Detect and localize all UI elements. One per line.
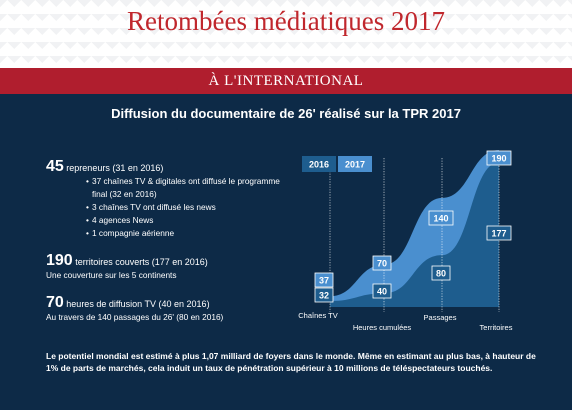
- x-tick-label-3: Territoires: [480, 323, 513, 332]
- stat-hours: 70 heures de diffusion TV (40 en 2016) A…: [46, 294, 296, 324]
- value-2016-3: 177: [491, 228, 506, 238]
- value-2017-0-box: [314, 272, 334, 288]
- x-tick-label-2: Passages: [424, 313, 457, 322]
- area-series-2016: [330, 162, 499, 307]
- value-2016-3-box: [486, 225, 512, 241]
- x-tick-label-1: Heures cumulées: [353, 323, 412, 332]
- list-item: 1 compagnie aérienne: [86, 227, 296, 240]
- section-banner: À L'INTERNATIONAL: [0, 68, 572, 94]
- legend-label-2016: 2016: [309, 160, 329, 170]
- value-2017-3-box: [486, 150, 512, 166]
- stat-territories: 190 territoires couverts (177 en 2016) U…: [46, 252, 296, 282]
- stat-territories-sub: Une couverture sur les 5 continents: [46, 270, 177, 280]
- stat-territories-text: territoires couverts (177 en 2016): [72, 257, 208, 267]
- legend-label-2017: 2017: [345, 160, 365, 170]
- stat-reporters-text: repreneurs (31 en 2016): [63, 163, 164, 173]
- reporters-bullets: 37 chaînes TV & digitales ont diffusé le…: [86, 175, 296, 240]
- value-2017-1-box: [372, 255, 392, 271]
- value-2016-0: 32: [319, 290, 329, 300]
- stat-hours-sub: Au travers de 140 passages du 26' (80 en…: [46, 312, 224, 322]
- stat-hours-number: 70: [46, 294, 64, 311]
- value-2017-0: 37: [319, 275, 329, 285]
- stats-list: 45 repreneurs (31 en 2016) 37 chaînes TV…: [46, 158, 296, 338]
- page-title: Retombées médiatiques 2017: [127, 6, 445, 36]
- stat-reporters-number: 45: [46, 158, 64, 175]
- header-pattern: [0, 0, 572, 68]
- stat-hours-text: heures de diffusion TV (40 en 2016): [63, 299, 210, 309]
- value-2016-2: 80: [436, 268, 446, 278]
- list-item: 3 chaînes TV ont diffusé les news: [86, 201, 296, 214]
- value-2017-3: 190: [491, 153, 506, 163]
- value-2017-1: 70: [377, 258, 387, 268]
- value-2016-1: 40: [377, 286, 387, 296]
- value-2016-0-box: [314, 287, 334, 303]
- footnote: Le potentiel mondial est estimé à plus 1…: [46, 351, 536, 373]
- x-tick-label-0: Chaînes TV: [298, 311, 337, 320]
- value-2016-2-box: [431, 265, 451, 281]
- value-2016-1-box: [372, 283, 392, 299]
- list-item: 37 chaînes TV & digitales ont diffusé le…: [86, 175, 296, 201]
- value-2017-2: 140: [433, 213, 448, 223]
- legend-swatch-2016: [302, 156, 336, 172]
- stat-reporters: 45 repreneurs (31 en 2016) 37 chaînes TV…: [46, 158, 296, 241]
- panel-subtitle: Diffusion du documentaire de 26' réalisé…: [111, 106, 461, 121]
- list-item: 4 agences News: [86, 214, 296, 227]
- stat-territories-number: 190: [46, 252, 73, 269]
- value-2017-2-box: [428, 210, 454, 226]
- legend-swatch-2017: [338, 156, 372, 172]
